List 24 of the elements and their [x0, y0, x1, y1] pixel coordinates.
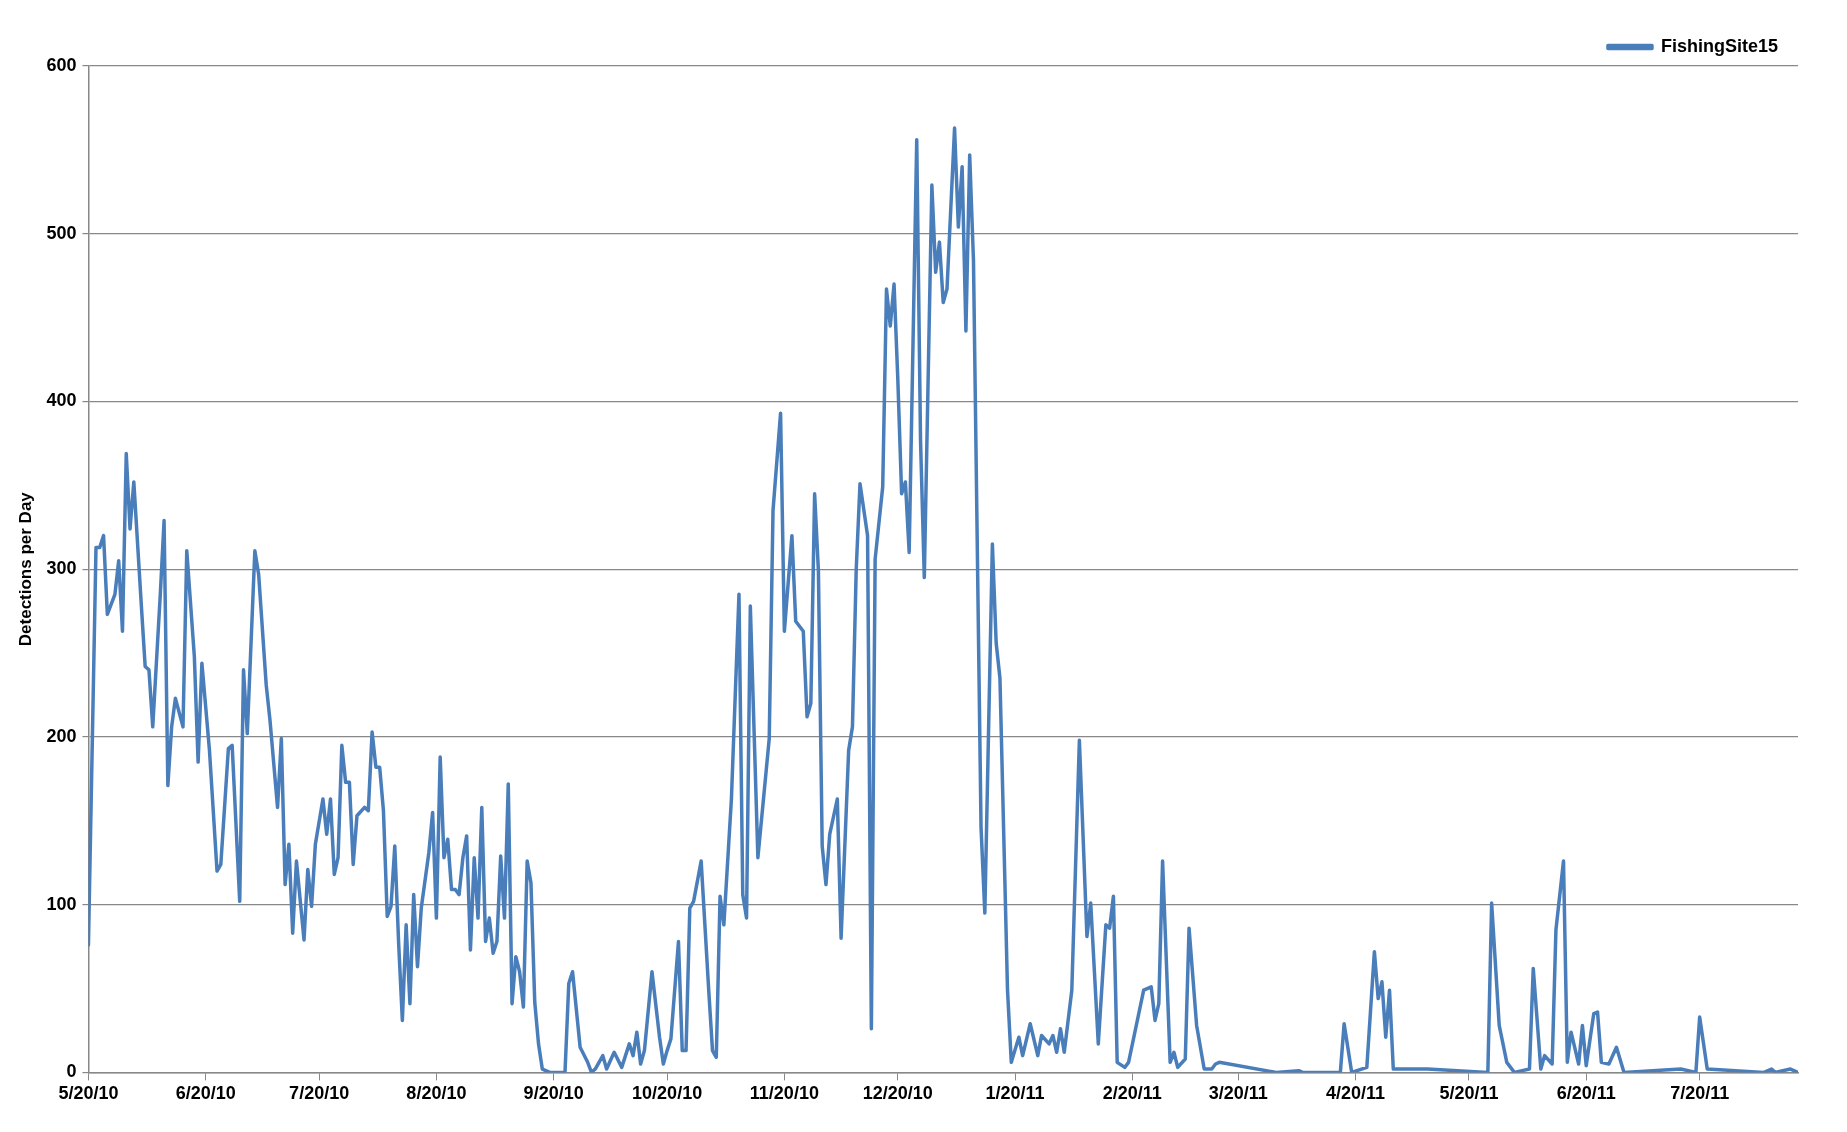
- x-tick-label: 2/20/11: [1102, 1083, 1162, 1104]
- x-tick-label: 11/20/10: [749, 1083, 819, 1104]
- y-tick-label: 400: [46, 390, 77, 411]
- x-tick-label: 5/20/10: [58, 1083, 119, 1104]
- y-tick-label: 200: [46, 725, 77, 746]
- x-tick-label: 3/20/11: [1208, 1083, 1268, 1104]
- x-tick-label: 6/20/10: [175, 1083, 236, 1104]
- x-tick-label: 12/20/10: [862, 1083, 933, 1104]
- legend-label: FishingSite15: [1660, 35, 1778, 56]
- x-tick-label: 5/20/11: [1439, 1083, 1499, 1104]
- x-tick-label: 7/20/10: [289, 1083, 350, 1104]
- x-tick-label: 10/20/10: [632, 1083, 703, 1104]
- y-tick-label: 600: [46, 54, 77, 75]
- x-tick-label: 8/20/10: [406, 1083, 467, 1104]
- x-tick-label: 7/20/11: [1670, 1083, 1730, 1104]
- y-tick-label: 0: [66, 1061, 77, 1082]
- y-tick-label: 100: [46, 893, 77, 914]
- y-tick-label: 300: [46, 558, 77, 579]
- x-tick-label: 9/20/10: [523, 1083, 584, 1104]
- y-tick-label: 500: [46, 222, 77, 243]
- x-tick-label: 6/20/11: [1556, 1083, 1616, 1104]
- x-tick-label: 1/20/11: [985, 1083, 1045, 1104]
- y-axis-title: Detections per Day: [15, 491, 35, 647]
- x-tick-label: 4/20/11: [1325, 1083, 1386, 1104]
